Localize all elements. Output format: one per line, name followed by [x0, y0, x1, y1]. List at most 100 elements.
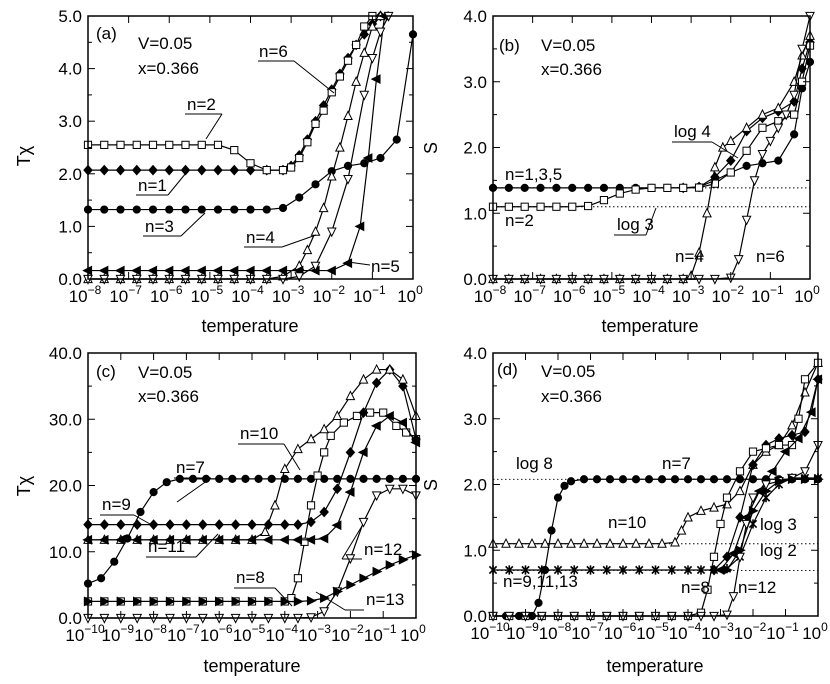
data-point: [180, 534, 191, 545]
data-point: [215, 596, 225, 607]
data-point: [245, 164, 256, 176]
data-point: [375, 27, 386, 38]
data-point: [552, 183, 561, 192]
data-point: [197, 140, 206, 149]
data-point: [100, 596, 111, 607]
ytick-label: 10.0: [49, 543, 82, 562]
data-point: [385, 560, 396, 570]
data-point: [230, 205, 239, 214]
data-point: [618, 537, 628, 548]
data-point: [371, 491, 382, 502]
xtick-label: 10−4: [265, 622, 298, 645]
data-point: [116, 596, 127, 607]
data-point: [709, 501, 719, 512]
data-point: [766, 466, 777, 477]
data-point: [197, 205, 206, 214]
data-point: [741, 215, 752, 226]
data-point: [584, 183, 593, 192]
data-point: [116, 140, 125, 149]
data-point: [504, 183, 513, 192]
data-point: [534, 598, 543, 607]
data-point: [213, 534, 224, 545]
data-point: [279, 534, 289, 545]
data-point: [790, 130, 799, 139]
panel-d-xlabel: temperature: [606, 656, 703, 676]
data-point: [147, 534, 158, 545]
data-point: [260, 526, 271, 536]
panel-a-param-v: V=0.05: [138, 34, 192, 53]
data-point: [196, 265, 206, 276]
data-point: [295, 193, 304, 202]
data-point: [683, 511, 693, 522]
ytick-label: 2.0: [463, 476, 487, 495]
xtick-label: 10−2: [711, 283, 744, 306]
data-point: [332, 410, 343, 421]
xtick-label: 10−6: [200, 622, 233, 645]
leader-line: [133, 514, 151, 525]
data-point: [254, 474, 263, 483]
data-point: [742, 146, 751, 155]
data-point: [188, 474, 198, 483]
data-point: [362, 153, 373, 163]
data-point: [392, 135, 401, 144]
annotation-label: n=7: [176, 458, 205, 477]
annotation-label: n=8: [236, 568, 265, 587]
annotation-label: n=12: [738, 578, 776, 597]
data-point: [318, 533, 329, 544]
data-point: [148, 205, 158, 214]
data-point: [148, 140, 158, 149]
series: [82, 11, 389, 276]
xtick-label: 10−3: [298, 622, 331, 645]
data-point: [278, 166, 288, 175]
data-point: [295, 153, 304, 163]
data-point: [748, 505, 759, 516]
data-point: [326, 227, 337, 238]
leader-line: [176, 477, 212, 503]
ytick-label: 3.0: [463, 410, 487, 429]
data-point: [647, 183, 656, 192]
data-point: [694, 183, 704, 192]
data-point: [319, 607, 330, 618]
data-point: [676, 524, 687, 535]
data-point: [501, 537, 511, 548]
ytick-label: 40.0: [49, 344, 82, 363]
data-point: [592, 537, 602, 548]
data-point: [773, 123, 784, 134]
panel-b-marks: [488, 11, 815, 285]
panel-b: 0.0 1.0 2.0 3.0 4.0 10−8 10−7 10−6 10−5 10−4 10−3 1…: [421, 7, 820, 336]
xtick-label: 10−7: [109, 283, 142, 306]
xtick-label: 10−6: [553, 283, 586, 306]
series: [83, 474, 421, 588]
data-point: [175, 474, 184, 483]
data-point: [696, 565, 706, 575]
data-point: [230, 146, 239, 155]
data-point: [215, 474, 224, 483]
panel-d-param-v: V=0.05: [541, 362, 595, 381]
data-point: [694, 246, 704, 257]
leader-line: [167, 172, 187, 196]
data-point: [149, 596, 160, 607]
data-point: [670, 475, 680, 484]
data-point: [280, 519, 290, 530]
data-point: [133, 596, 143, 607]
data-point: [761, 444, 771, 453]
data-point: [292, 534, 303, 545]
data-point: [131, 265, 141, 276]
data-point: [521, 565, 530, 575]
annotation-label: n=10: [240, 424, 278, 443]
data-point: [741, 122, 752, 132]
data-point: [116, 205, 125, 214]
data-point: [605, 475, 615, 484]
data-point: [358, 407, 369, 418]
data-point: [164, 534, 175, 545]
data-point: [696, 475, 706, 484]
data-point: [136, 507, 145, 517]
data-point: [318, 202, 329, 213]
data-point: [247, 596, 258, 607]
xtick-label: 10−10: [65, 622, 105, 645]
panel-a-label: (a): [96, 24, 117, 43]
xtick-label: 10−8: [539, 620, 572, 643]
data-point: [552, 202, 561, 211]
data-point: [116, 519, 126, 530]
data-point: [527, 537, 537, 548]
